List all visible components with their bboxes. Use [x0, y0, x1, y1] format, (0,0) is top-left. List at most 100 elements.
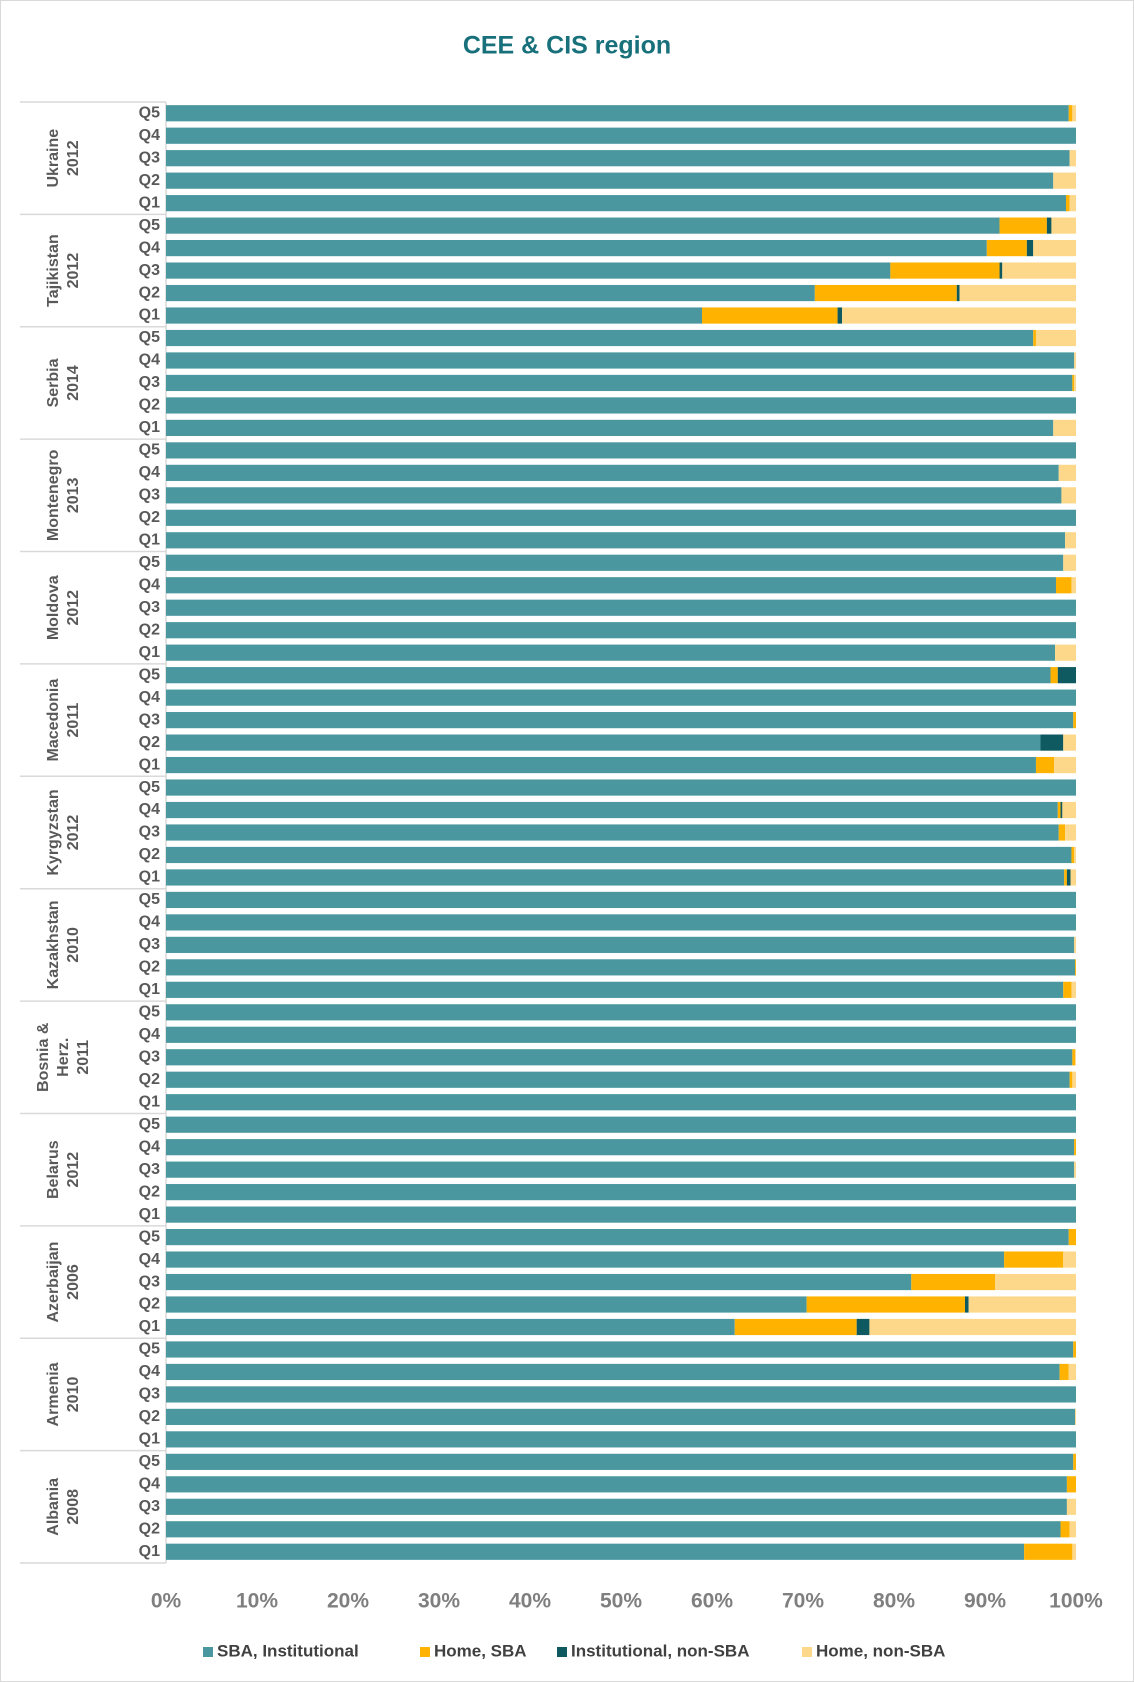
- bar-segment: [959, 284, 1076, 302]
- y-tick-label: Q4: [139, 689, 160, 706]
- bar-segment: [166, 307, 702, 324]
- bar-segment: [1075, 959, 1076, 976]
- bar-segment: [166, 756, 1036, 774]
- group-label: 2012: [65, 253, 82, 289]
- y-tick-label: Q2: [139, 846, 160, 863]
- bar-segment: [856, 1318, 870, 1336]
- bar-segment: [814, 284, 957, 302]
- y-tick-label: Q1: [139, 419, 160, 436]
- group-label: 2014: [65, 365, 82, 401]
- bar-segment: [1058, 824, 1066, 841]
- bar-segment: [1053, 419, 1076, 437]
- bar-segment: [166, 712, 1074, 729]
- bar-segment: [1069, 195, 1076, 212]
- y-tick-label: Q5: [139, 442, 160, 459]
- bar-segment: [166, 150, 1070, 167]
- group-label: Kazakhstan: [45, 900, 62, 989]
- bar-segment: [166, 1318, 735, 1336]
- bar-segment: [166, 914, 1076, 931]
- y-tick-label: Q3: [139, 1161, 160, 1178]
- group-label: 2011: [65, 703, 82, 738]
- bar-segment: [1033, 329, 1036, 347]
- bar-segment: [166, 487, 1062, 504]
- group-label: 2012: [65, 815, 82, 851]
- bar-segment: [968, 1296, 1076, 1313]
- bar-segment: [999, 217, 1047, 234]
- y-tick-label: Q3: [139, 149, 160, 166]
- bar-segment: [1060, 1521, 1070, 1538]
- bar-segment: [166, 1476, 1067, 1493]
- group-label: Azerbaijan: [45, 1242, 62, 1323]
- y-tick-label: Q2: [139, 621, 160, 638]
- bar-segment: [166, 936, 1075, 953]
- y-tick-label: Q2: [139, 734, 160, 751]
- bar-segment: [1068, 1228, 1076, 1246]
- bar-segment: [166, 127, 1076, 144]
- bar-segment: [166, 509, 1076, 526]
- y-tick-label: Q3: [139, 599, 160, 616]
- bar-segment: [1026, 240, 1034, 257]
- bar-segment: [166, 779, 1076, 796]
- y-tick-label: Q1: [139, 981, 160, 998]
- bar-segment: [999, 262, 1003, 279]
- legend-label: SBA, Institutional: [217, 1641, 359, 1660]
- y-tick-label: Q5: [139, 554, 160, 571]
- bar-segment: [1071, 846, 1075, 864]
- legend-swatch: [203, 1647, 213, 1657]
- bar-segment: [1068, 1363, 1076, 1381]
- y-tick-label: Q1: [139, 756, 160, 773]
- y-tick-label: Q5: [139, 104, 160, 121]
- group-label: Serbia: [45, 358, 62, 407]
- bar-segment: [1033, 240, 1076, 257]
- y-tick-label: Q4: [139, 801, 160, 818]
- bar-segment: [166, 172, 1054, 189]
- bar-segment: [911, 1273, 996, 1291]
- bar-segment: [1063, 734, 1076, 751]
- bar-segment: [166, 532, 1066, 549]
- y-tick-label: Q5: [139, 1228, 160, 1245]
- bar-segment: [166, 1116, 1076, 1133]
- bar-segment: [166, 1049, 1073, 1066]
- y-tick-label: Q1: [139, 1543, 160, 1560]
- bar-segment: [1050, 667, 1058, 684]
- bar-segment: [166, 1026, 1076, 1043]
- bar-segment: [1054, 756, 1076, 774]
- bar-segment: [1069, 1521, 1076, 1538]
- bar-segment: [890, 262, 1000, 279]
- y-tick-label: Q5: [139, 1453, 160, 1470]
- group-label: 2008: [65, 1489, 82, 1525]
- bar-segment: [1063, 981, 1072, 998]
- group-label: 2011: [75, 1040, 92, 1075]
- y-tick-label: Q3: [139, 824, 160, 841]
- x-tick-label: 70%: [782, 1590, 824, 1613]
- bar-segment: [1073, 1453, 1076, 1470]
- y-tick-label: Q1: [139, 532, 160, 549]
- bar-segment: [956, 284, 960, 302]
- bar-segment: [166, 689, 1076, 706]
- bar-segment: [701, 307, 838, 324]
- bar-segment: [1053, 172, 1076, 189]
- bar-segment: [166, 1431, 1076, 1448]
- group-label: 2012: [65, 590, 82, 626]
- legend-swatch: [420, 1647, 430, 1657]
- y-tick-label: Q3: [139, 936, 160, 953]
- bar-segment: [166, 734, 1041, 751]
- bar-segment: [166, 1386, 1076, 1403]
- bar-segment: [1046, 217, 1052, 234]
- bar-segment: [166, 195, 1066, 212]
- group-label: 2010: [65, 1377, 82, 1413]
- y-tick-label: Q3: [139, 1048, 160, 1065]
- bar-segment: [166, 622, 1076, 639]
- bar-segment: [1035, 329, 1076, 347]
- group-label: Kyrgyzstan: [45, 789, 62, 875]
- y-tick-label: Q5: [139, 1341, 160, 1358]
- bar-segment: [166, 1251, 1005, 1268]
- bar-segment: [166, 419, 1054, 437]
- y-tick-label: Q5: [139, 1116, 160, 1133]
- bar-segment: [166, 352, 1075, 369]
- bar-segment: [1072, 1543, 1076, 1560]
- y-tick-label: Q5: [139, 329, 160, 346]
- group-label: Herz.: [55, 1038, 72, 1077]
- bar-segment: [166, 1184, 1076, 1201]
